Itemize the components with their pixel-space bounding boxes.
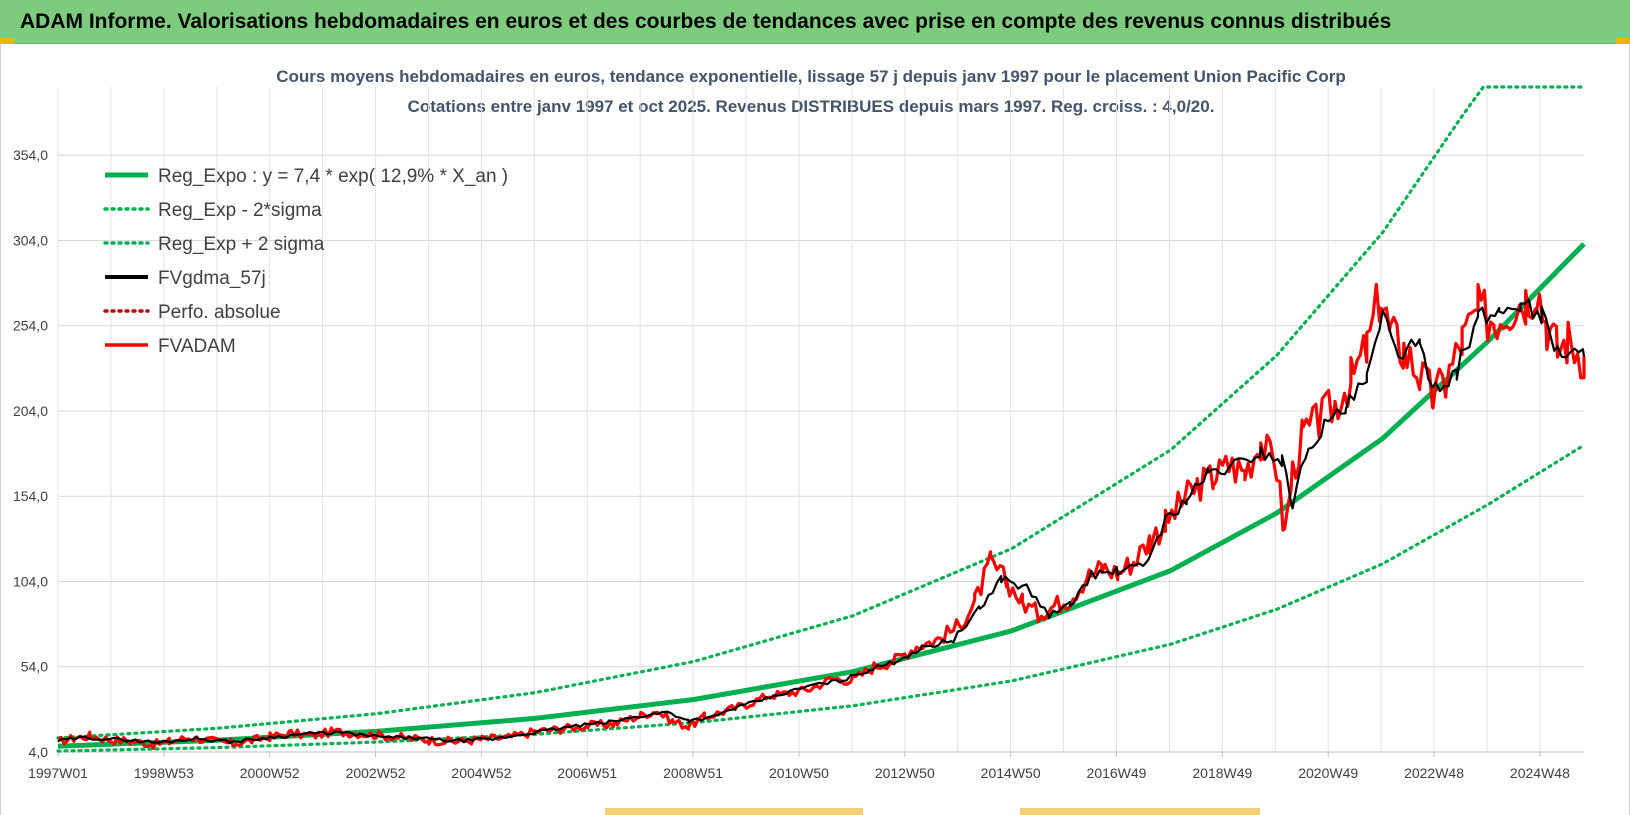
chart-title: Cours moyens hebdomadaires en euros, ten…: [276, 67, 1345, 86]
y-tick-label: 204,0: [13, 403, 48, 419]
legend-label-0: Reg_Expo : y = 7,4 * exp( 12,9% * X_an ): [158, 166, 508, 187]
chart-legend: Reg_Expo : y = 7,4 * exp( 12,9% * X_an )…: [103, 166, 508, 357]
y-tick-label: 304,0: [13, 232, 48, 248]
report-header-title: ADAM Informe. Valorisations hebdomadaire…: [20, 10, 1392, 33]
x-tick-label: 2002W52: [346, 765, 406, 781]
x-tick-label: 2006W51: [557, 765, 617, 781]
x-tick-label: 1998W53: [134, 765, 194, 781]
bottom-strip-left: [605, 808, 863, 815]
bottom-strip-right: [1020, 808, 1260, 815]
chart-series: [56, 85, 1586, 753]
legend-label-4: Perfo. absolue: [158, 302, 281, 323]
x-tick-label: 2010W50: [769, 765, 829, 781]
legend-label-5: FVADAM: [158, 336, 236, 357]
report-header-banner: ADAM Informe. Valorisations hebdomadaire…: [0, 0, 1630, 44]
x-tick-label: 2000W52: [240, 765, 300, 781]
x-axis-ticks: 1997W01 1998W53 2000W52 2002W52 2004W52 2006W…: [28, 752, 1570, 781]
y-tick-label: 54,0: [21, 659, 48, 675]
y-tick-label: 254,0: [13, 318, 48, 334]
y-axis-ticks: 4,0 54,0 104,0 154,0 204,0 254,0 304,0 354,0: [13, 147, 48, 760]
legend-label-1: Reg_Exp - 2*sigma: [158, 200, 322, 221]
x-tick-label: 2018W49: [1192, 765, 1252, 781]
x-tick-label: 2016W49: [1087, 765, 1147, 781]
y-tick-label: 154,0: [13, 488, 48, 504]
x-tick-label: 2024W48: [1510, 765, 1570, 781]
x-tick-label: 2020W49: [1298, 765, 1358, 781]
corner-mark-left: [0, 38, 14, 44]
y-tick-label: 354,0: [13, 147, 48, 163]
legend-label-2: Reg_Exp + 2 sigma: [158, 234, 325, 255]
series-line-2: [56, 85, 1586, 740]
chart-grid: [57, 87, 1584, 753]
legend-label-3: FVgdma_57j: [158, 268, 266, 289]
corner-mark-right: [1616, 38, 1630, 44]
series-line-3: [57, 298, 1586, 745]
x-tick-label: 2004W52: [451, 765, 511, 781]
series-line-5: [57, 282, 1586, 750]
x-tick-label: 2012W50: [875, 765, 935, 781]
chart-subtitle: Cotations entre janv 1997 et oct 2025. R…: [408, 97, 1215, 116]
x-tick-label: 2022W48: [1404, 765, 1464, 781]
x-tick-label: 2008W51: [663, 765, 723, 781]
series-line-1: [56, 443, 1586, 753]
y-tick-label: 104,0: [13, 573, 48, 589]
x-tick-label: 2014W50: [981, 765, 1041, 781]
x-tick-label: 1997W01: [28, 765, 88, 781]
series-line-0: [57, 242, 1586, 749]
y-tick-label: 4,0: [29, 744, 49, 760]
